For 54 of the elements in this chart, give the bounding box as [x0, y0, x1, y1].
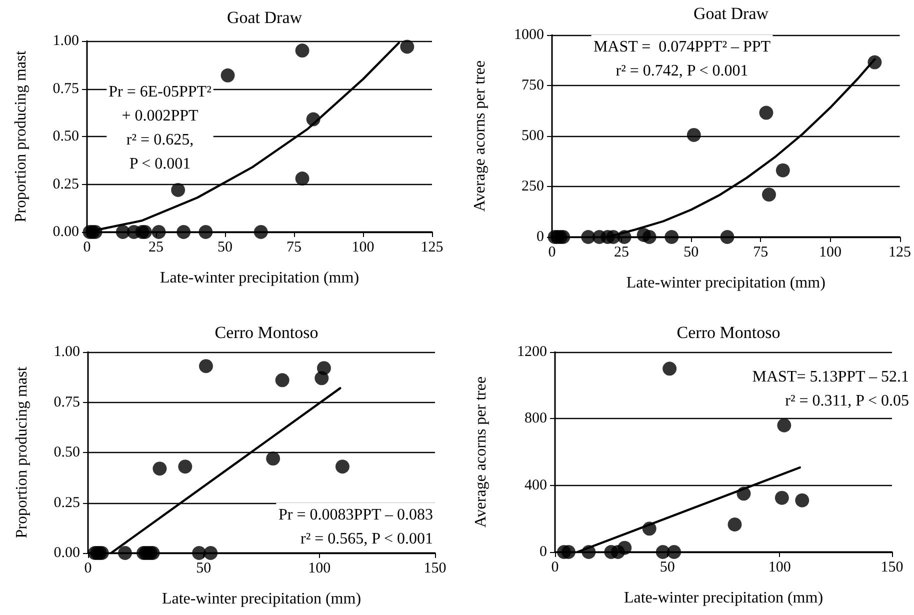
annotation: MAST = 0.074PPT² – PPT r² = 0.742, P < 0.001: [593, 38, 771, 80]
y-tick-label: 0.00: [52, 224, 79, 240]
y-tick-label: 1.00: [52, 33, 79, 49]
x-axis-title: Late-winter precipitation (mm): [162, 590, 362, 608]
x-axis-title: Late-winter precipitation (mm): [626, 274, 826, 292]
x-tick-label: 100: [768, 560, 791, 576]
y-tick-label: 1200: [517, 344, 547, 360]
y-tick-label: 0.75: [52, 80, 79, 97]
y-tick-label: 0.25: [54, 494, 80, 511]
y-tick-label: 1000: [514, 27, 544, 43]
y-axis-title: Proportion producing mast: [12, 50, 30, 222]
chart-title: Cerro Montoso: [676, 323, 780, 342]
y-tick-label: 500: [522, 128, 544, 144]
x-tick-label: 25: [614, 244, 630, 260]
x-tick-label: 50: [196, 560, 212, 576]
y-tick-label: 800: [524, 410, 547, 427]
y-tick-label: 0.50: [54, 444, 80, 460]
x-tick-label: 50: [660, 560, 675, 576]
x-tick-label: 150: [880, 560, 904, 576]
x-tick-label: 100: [818, 244, 842, 260]
x-tick-label: 25: [148, 240, 164, 256]
x-tick-label: 75: [753, 244, 768, 260]
y-tick-label: 0.25: [52, 176, 79, 192]
y-axis-title: Average acorns per tree: [472, 60, 488, 212]
y-axis-title: Proportion producing mast: [14, 366, 30, 538]
x-tick-label: 100: [352, 240, 374, 256]
y-tick-label: 400: [524, 477, 547, 494]
x-tick-label: 100: [308, 560, 331, 576]
chart-title: Goat Draw: [226, 8, 303, 27]
x-tick-label: 150: [424, 560, 446, 576]
chart-title: Cerro Montoso: [214, 323, 318, 342]
x-axis-title: Late-winter precipitation (mm): [160, 270, 360, 286]
y-tick-label: 0: [536, 229, 544, 245]
y-tick-label: 250: [522, 178, 544, 194]
x-tick-label: 0: [84, 560, 92, 576]
x-tick-label: 50: [218, 240, 232, 256]
annotation: Pr = 0.0083PPT – 0.083 r² = 0.565, P < 0.001: [278, 506, 433, 548]
annotation: Pr = 6E-05PPT² + 0.002PPT r² = 0.625, P < 0.001: [108, 84, 212, 172]
y-tick-label: 0.00: [54, 545, 80, 561]
annotation: MAST= 5.13PPT – 52.1 r² = 0.311, P < 0.05: [752, 368, 909, 410]
y-axis-title: Average acorns per tree: [472, 376, 490, 528]
y-tick-label: 0.50: [52, 128, 79, 144]
x-axis-title: Late-winter precipitation (mm): [624, 590, 824, 606]
y-tick-label: 0: [540, 544, 547, 560]
chart-title: Goat Draw: [693, 4, 770, 23]
y-tick-label: 750: [522, 78, 544, 94]
x-tick-label: 125: [420, 240, 444, 256]
x-tick-label: 50: [684, 244, 699, 260]
x-tick-label: 75: [286, 240, 302, 256]
x-tick-label: 125: [888, 244, 911, 260]
y-tick-label: 0.75: [54, 394, 80, 410]
y-tick-label: 1.00: [54, 344, 80, 360]
x-tick-label: 0: [551, 560, 559, 576]
x-tick-label: 0: [83, 240, 91, 256]
